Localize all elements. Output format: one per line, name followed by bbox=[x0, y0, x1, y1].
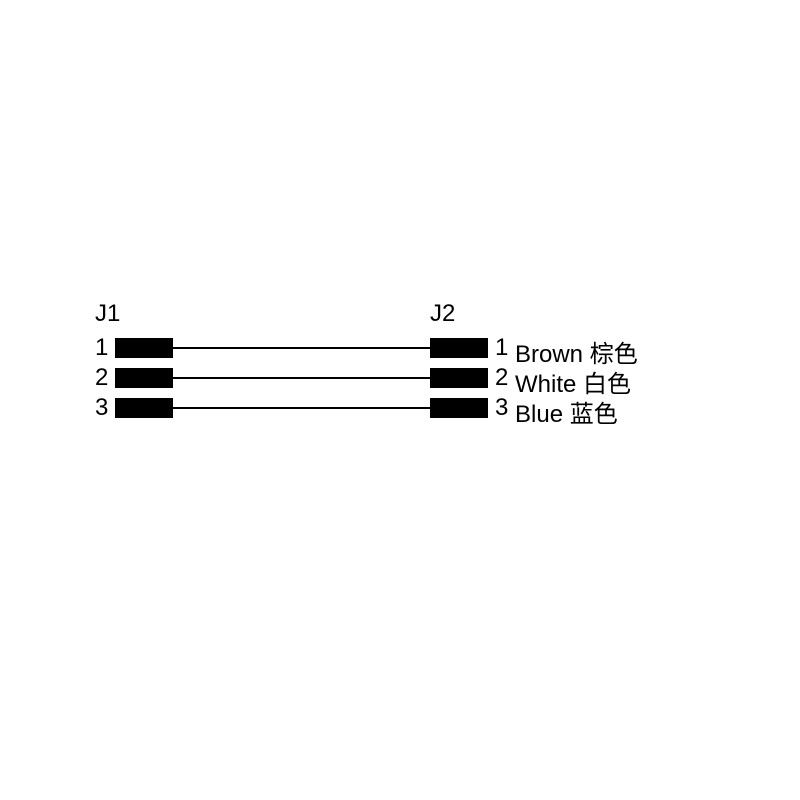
left-pin-number: 3 bbox=[95, 394, 108, 422]
wire-line bbox=[173, 377, 430, 379]
left-pin-terminal bbox=[115, 338, 173, 358]
right-pin-terminal bbox=[430, 368, 488, 388]
left-pin-number: 2 bbox=[95, 364, 108, 392]
pin-row: 33Blue 蓝色 bbox=[0, 394, 800, 422]
wire-color-label: Blue 蓝色 bbox=[515, 394, 618, 429]
left-pin-number: 1 bbox=[95, 334, 108, 362]
wire-line bbox=[173, 347, 430, 349]
left-pin-terminal bbox=[115, 398, 173, 418]
right-pin-number: 2 bbox=[495, 364, 508, 392]
right-pin-terminal bbox=[430, 338, 488, 358]
wire-color-zh: 蓝色 bbox=[570, 401, 618, 428]
wire-color-en: Blue bbox=[515, 401, 563, 428]
pin-row: 11Brown 棕色 bbox=[0, 334, 800, 362]
right-pin-number: 1 bbox=[495, 334, 508, 362]
pin-row: 22White 白色 bbox=[0, 364, 800, 392]
right-pin-terminal bbox=[430, 398, 488, 418]
wiring-diagram-container: J1 J2 11Brown 棕色22White 白色33Blue 蓝色 bbox=[0, 0, 800, 800]
wire-line bbox=[173, 407, 430, 409]
left-pin-terminal bbox=[115, 368, 173, 388]
right-connector-label: J2 bbox=[430, 300, 455, 328]
right-pin-number: 3 bbox=[495, 394, 508, 422]
left-connector-label: J1 bbox=[95, 300, 120, 328]
